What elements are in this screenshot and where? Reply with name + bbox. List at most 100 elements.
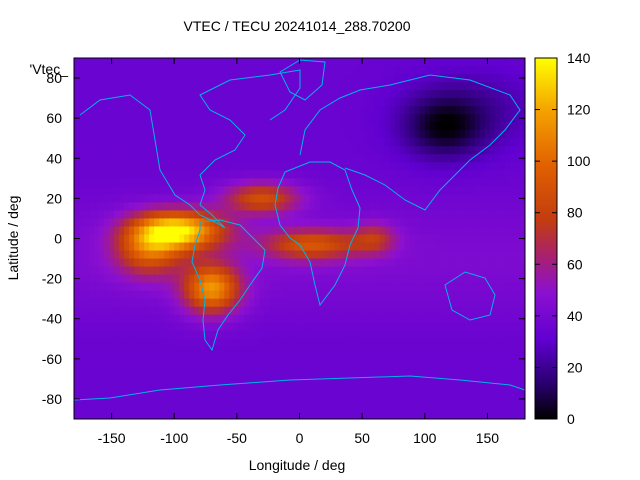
heatmap-cell <box>214 114 220 123</box>
heatmap-cell <box>149 338 155 348</box>
heatmap-cell <box>124 218 130 228</box>
heatmap-cell <box>374 402 381 412</box>
heatmap-cell <box>464 210 471 220</box>
heatmap-cell <box>169 122 175 131</box>
heatmap-cell <box>364 234 371 244</box>
heatmap-cell <box>174 250 180 260</box>
heatmap-cell <box>314 346 321 356</box>
heatmap-cell <box>124 210 130 220</box>
heatmap-cell <box>449 346 456 356</box>
heatmap-cell <box>74 258 80 268</box>
heatmap-cell <box>489 338 496 348</box>
heatmap-cell <box>519 130 525 139</box>
heatmap-cell <box>389 274 396 284</box>
heatmap-cell <box>194 274 200 284</box>
heatmap-cell <box>269 250 276 260</box>
heatmap-cell <box>249 218 255 228</box>
heatmap-cell <box>184 338 190 348</box>
heatmap-cell <box>229 258 235 268</box>
heatmap-cell <box>409 250 416 260</box>
heatmap-cell <box>169 266 175 276</box>
heatmap-cell <box>189 114 195 123</box>
heatmap-cell <box>434 306 441 316</box>
heatmap-cell <box>144 386 150 396</box>
heatmap-cell <box>279 114 286 123</box>
heatmap-cell <box>294 298 301 308</box>
heatmap-cell <box>94 146 100 155</box>
heatmap-cell <box>454 58 461 67</box>
heatmap-cell <box>424 98 431 107</box>
heatmap-cell <box>449 338 456 348</box>
heatmap-cell <box>244 362 250 372</box>
heatmap-cell <box>129 258 135 268</box>
heatmap-cell <box>149 250 155 260</box>
heatmap-cell <box>394 266 401 276</box>
heatmap-cell <box>239 130 245 139</box>
heatmap-cell <box>459 354 466 364</box>
heatmap-cell <box>164 306 170 316</box>
heatmap-cell <box>504 194 511 203</box>
heatmap-cell <box>419 258 426 268</box>
heatmap-cell <box>504 74 511 83</box>
heatmap-cell <box>299 370 306 380</box>
heatmap-cell <box>319 346 326 356</box>
heatmap-cell <box>499 290 506 300</box>
heatmap-cell <box>399 186 406 195</box>
heatmap-cell <box>304 330 311 340</box>
heatmap-cell <box>514 346 521 356</box>
heatmap-cell <box>234 258 240 268</box>
heatmap-cell <box>434 122 441 131</box>
heatmap-cell <box>369 322 376 332</box>
heatmap-cell <box>79 314 85 324</box>
heatmap-cell <box>134 370 140 380</box>
heatmap-cell <box>214 306 220 316</box>
heatmap-cell <box>159 154 165 163</box>
heatmap-cell <box>79 322 85 332</box>
heatmap-cell <box>239 98 245 107</box>
heatmap-cell <box>394 82 401 91</box>
heatmap-cell <box>289 146 296 155</box>
heatmap-cell <box>334 290 341 300</box>
heatmap-cell <box>404 210 411 220</box>
heatmap-cell <box>404 234 411 244</box>
heatmap-cell <box>489 370 496 380</box>
heatmap-cell <box>229 146 235 155</box>
heatmap-cell <box>509 130 516 139</box>
heatmap-cell <box>444 330 451 340</box>
heatmap-cell <box>104 178 110 187</box>
heatmap-cell <box>514 354 521 364</box>
heatmap-cell <box>244 346 250 356</box>
heatmap-cell <box>234 178 240 187</box>
heatmap-cell <box>299 210 306 220</box>
heatmap-cell <box>414 98 421 107</box>
heatmap-cell <box>104 266 110 276</box>
heatmap-cell <box>314 162 321 171</box>
heatmap-cell <box>469 370 476 380</box>
heatmap-cell <box>354 346 361 356</box>
heatmap-cell <box>444 322 451 332</box>
heatmap-cell <box>319 186 326 195</box>
heatmap-cell <box>229 298 235 308</box>
heatmap-cell <box>129 170 135 179</box>
colorbar-gradient <box>534 57 558 420</box>
heatmap-cell <box>204 346 210 356</box>
heatmap-cell <box>134 314 140 324</box>
heatmap-cell <box>79 202 85 212</box>
heatmap-cell <box>79 210 85 220</box>
heatmap-cell <box>154 394 160 404</box>
heatmap-cell <box>104 82 110 91</box>
heatmap-cell <box>454 138 461 147</box>
heatmap-cell <box>299 258 306 268</box>
heatmap-cell <box>129 186 135 195</box>
heatmap-cell <box>249 370 255 380</box>
heatmap-cell <box>374 322 381 332</box>
heatmap-cell <box>179 74 185 83</box>
heatmap-cell <box>159 346 165 356</box>
heatmap-cell <box>499 370 506 380</box>
heatmap-cell <box>149 354 155 364</box>
heatmap-cell <box>129 210 135 220</box>
heatmap-cell <box>289 194 296 203</box>
heatmap-cell <box>459 330 466 340</box>
heatmap-cell <box>99 66 105 75</box>
heatmap-cell <box>154 274 160 284</box>
